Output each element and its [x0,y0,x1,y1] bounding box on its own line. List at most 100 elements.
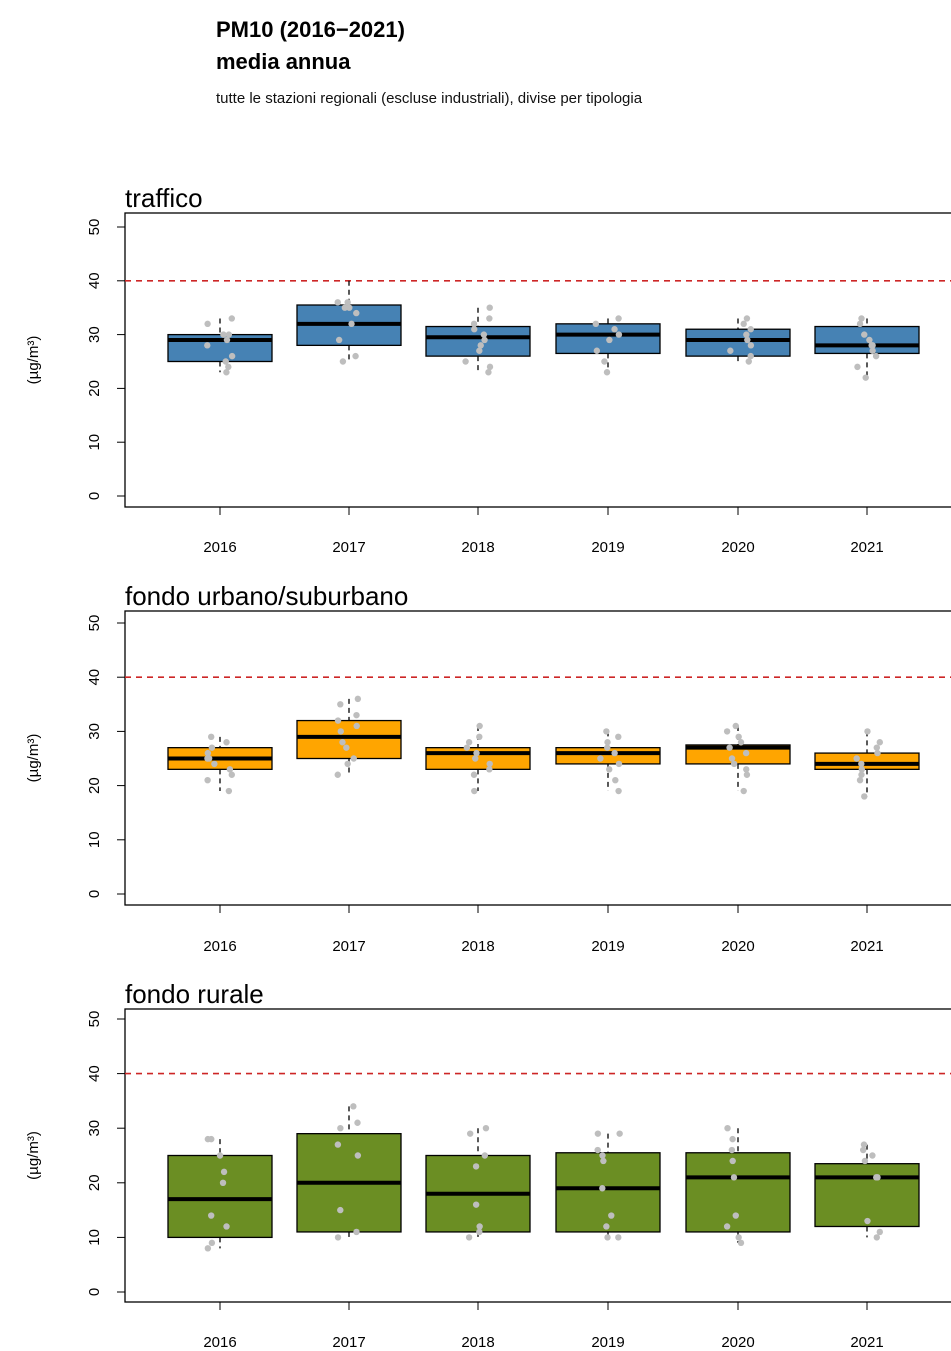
station-point [220,331,227,338]
y-tick-label: 0 [86,890,103,898]
y-axis-label: (µg/m³) [25,734,42,783]
station-point [208,1135,215,1143]
panel-title: fondo rurale [125,979,264,1009]
x-tick-label: 2020 [721,1334,754,1351]
box-2016 [167,733,273,795]
station-point [730,1174,738,1181]
station-point [869,347,876,354]
station-point [354,1152,362,1159]
y-tick-label: 10 [86,831,103,848]
y-axis-label: (µg/m³) [25,336,42,385]
station-point [727,347,734,354]
station-point [737,739,745,746]
station-point [593,347,601,354]
station-point [207,733,215,741]
iqr-box [685,1152,791,1233]
station-point [732,722,739,730]
station-point [481,1152,489,1159]
y-tick-label: 40 [86,669,103,686]
station-point [211,760,218,768]
station-point [743,771,751,778]
station-point [204,749,212,757]
y-tick-label: 30 [86,723,103,740]
station-point [485,369,492,376]
station-point [723,1223,731,1230]
station-point [486,315,493,322]
box-2017 [296,695,402,778]
y-tick-label: 50 [86,219,103,236]
station-point [223,1223,230,1230]
station-point [476,733,483,741]
station-point [600,1157,607,1165]
station-point [604,739,611,746]
station-point [470,320,478,328]
station-point [854,363,861,371]
chart-subtitle: tutte le stazioni regionali (escluse ind… [216,90,643,107]
box-2019 [555,1130,661,1241]
station-point [334,771,341,778]
station-point [615,1234,622,1241]
y-axis-label: (µg/m³) [25,1131,42,1180]
station-point [861,1157,869,1165]
station-point [862,374,869,381]
box-2018 [425,1125,531,1241]
station-point [486,304,493,311]
station-point [353,722,360,730]
station-point [723,728,731,735]
station-point [616,1130,623,1137]
station-point [223,369,230,376]
x-tick-label: 2016 [203,938,236,955]
station-point [207,1212,215,1219]
station-point [343,744,350,751]
x-tick-label: 2018 [461,1334,494,1351]
station-point [220,1168,228,1176]
iqr-box [685,744,791,765]
station-point [597,755,604,762]
station-point [334,717,342,724]
x-tick-label: 2019 [591,1334,624,1351]
station-point [223,336,231,344]
station-point [869,342,876,349]
station-point [858,766,866,773]
station-point [353,711,360,719]
x-tick-label: 2020 [721,539,754,556]
station-point [876,1228,884,1236]
station-point [486,760,493,768]
station-point [732,1212,739,1219]
station-point [740,787,747,795]
station-point [480,331,488,338]
station-point [204,342,211,349]
station-point [735,733,742,741]
station-point [615,760,623,768]
station-point [747,342,755,349]
station-point [856,776,864,784]
iqr-box [685,328,791,357]
station-point [339,739,346,746]
station-point [747,326,754,333]
station-point [603,728,610,735]
box-2020 [685,722,791,795]
station-point [866,336,873,344]
station-point [473,749,480,757]
x-tick-label: 2020 [721,938,754,955]
station-point [337,1206,344,1214]
station-point [353,309,360,317]
station-point [599,1185,606,1192]
station-point [350,755,357,762]
y-tick-label: 20 [86,777,103,794]
station-point [208,744,216,751]
station-point [858,315,865,322]
station-point [337,701,344,708]
x-tick-label: 2019 [591,938,624,955]
x-tick-label: 2018 [461,539,494,556]
box-2019 [555,315,661,376]
station-point [853,755,860,762]
x-tick-label: 2017 [332,539,365,556]
iqr-box [814,1163,920,1228]
station-point [335,336,343,344]
station-point [225,787,233,795]
station-point [465,1234,473,1241]
station-point [861,331,868,338]
station-point [858,771,865,778]
